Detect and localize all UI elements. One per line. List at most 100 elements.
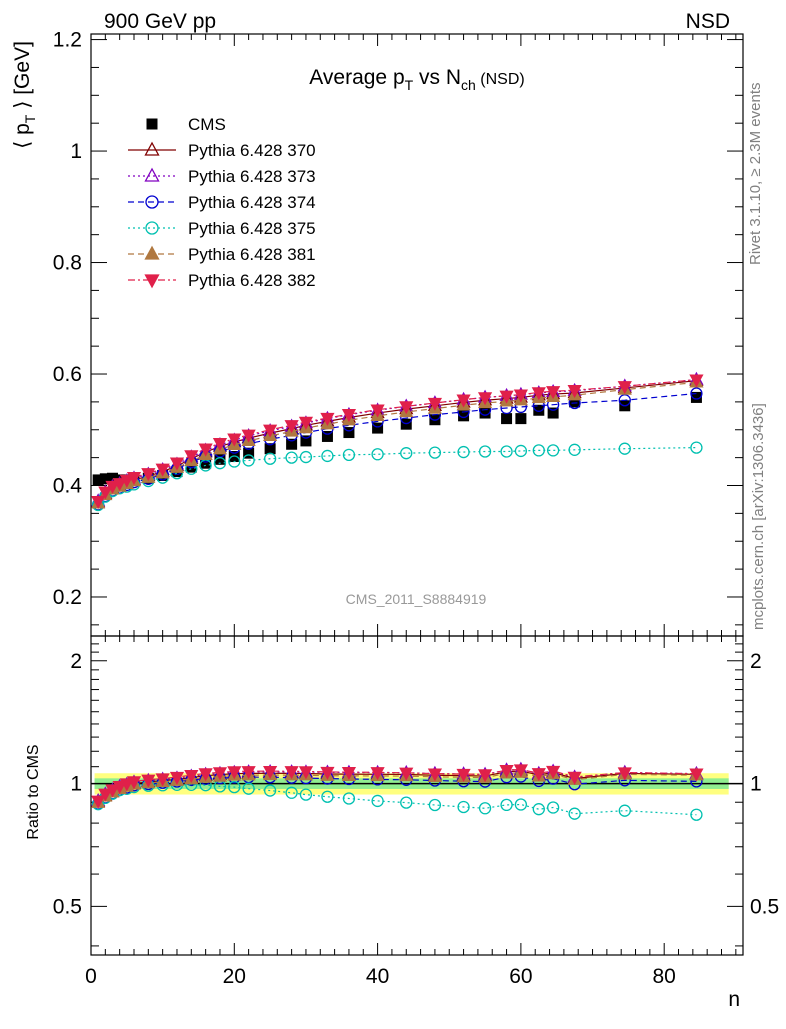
- upper-y-axis-label: ⟨ pT ⟩ [GeV]: [11, 41, 38, 149]
- data-point: [428, 446, 442, 459]
- ratio-point: [371, 794, 384, 808]
- ratio-point: [341, 766, 357, 780]
- data-point: [98, 486, 113, 500]
- x-tick-label: 40: [366, 965, 389, 988]
- data-point: [198, 443, 213, 457]
- data-point: [500, 445, 513, 458]
- ratio-point: [198, 768, 213, 782]
- legend-label: Pythia 6.428 374: [188, 193, 316, 212]
- ylabel-part-a: ⟨ p: [11, 123, 34, 149]
- data-point: [569, 396, 581, 408]
- data-point: [479, 407, 491, 419]
- data-point: [371, 448, 384, 461]
- ratio-point: [400, 796, 413, 809]
- data-point: [456, 394, 471, 408]
- legend-label: Pythia 6.428 375: [188, 219, 316, 238]
- ratio-point: [456, 768, 471, 782]
- data-point: [241, 429, 256, 443]
- data-point: [370, 404, 385, 418]
- legend-label: Pythia 6.428 373: [188, 167, 316, 186]
- ratio-point: [227, 766, 242, 780]
- data-point: [342, 448, 356, 461]
- ratio-point: [514, 798, 528, 811]
- analysis-label: CMS_2011_S8884919: [346, 591, 487, 607]
- data-point: [513, 389, 528, 403]
- data-point: [184, 450, 199, 464]
- lower-y-tick-label: 0.5: [53, 895, 82, 918]
- lower-panel: 0 20 40 60 80 0.5 0.5 1 1 2 2: [53, 635, 779, 988]
- data-point: [263, 424, 278, 438]
- ratio-point: [91, 795, 106, 809]
- data-point: [155, 463, 170, 477]
- ylabel-sub: T: [22, 114, 38, 123]
- data-point: [227, 433, 242, 447]
- chart-title: Average pT vs Nch (NSD): [309, 66, 524, 93]
- x-tick-label: 0: [85, 965, 97, 988]
- ratio-point: [155, 773, 170, 787]
- ratio-point: [342, 792, 356, 805]
- data-point: [99, 473, 111, 485]
- data-point: [214, 453, 226, 465]
- ratio-point: [499, 764, 514, 778]
- data-point: [284, 420, 299, 434]
- data-point: [169, 457, 185, 471]
- legend-marker: [144, 141, 160, 156]
- data-point: [567, 385, 582, 399]
- ratio-point: [320, 766, 335, 780]
- title-part-c: (NSD): [476, 71, 525, 88]
- legend-marker: [145, 195, 159, 209]
- ratio-point: [478, 802, 492, 815]
- upper-y-tick-label: 0.6: [53, 363, 82, 386]
- ratio-point: [617, 767, 632, 781]
- data-point: [119, 474, 134, 488]
- title-part-b: vs N: [413, 66, 461, 89]
- title-sub-a: T: [405, 77, 414, 93]
- lower-y-tick-label: 1: [70, 773, 82, 796]
- data-point: [286, 438, 298, 450]
- header-left-label: 900 GeV pp: [104, 10, 216, 33]
- ratio-point: [241, 766, 256, 780]
- ratio-point: [285, 786, 298, 799]
- ratio-point: [126, 776, 142, 790]
- ratio-point: [169, 771, 185, 785]
- data-point: [501, 413, 513, 425]
- data-point: [300, 435, 312, 447]
- data-point: [242, 454, 255, 467]
- data-point: [532, 444, 545, 457]
- data-point: [228, 455, 241, 468]
- ratio-point: [98, 788, 113, 802]
- mcplots-label: mcplots.cern.ch [arXiv:1306.3436]: [750, 403, 767, 630]
- ratio-point: [477, 769, 493, 783]
- ratio-point: [212, 767, 228, 781]
- ratio-point: [568, 807, 581, 820]
- ratio-point: [500, 798, 513, 812]
- data-point: [531, 387, 546, 401]
- legend-label: CMS: [188, 115, 226, 134]
- legend-label: Pythia 6.428 370: [188, 141, 316, 160]
- upper-y-tick-label: 0.4: [53, 475, 83, 498]
- ratio-point: [112, 781, 127, 795]
- ratio-point: [141, 774, 156, 788]
- legend-marker: [146, 118, 158, 130]
- data-point: [499, 390, 514, 404]
- data-point: [299, 450, 313, 464]
- data-point: [514, 444, 528, 458]
- data-point: [105, 480, 120, 494]
- data-point: [92, 474, 104, 486]
- ratio-point: [242, 782, 255, 795]
- data-point: [106, 472, 118, 484]
- ratio-point: [689, 768, 704, 782]
- upper-y-tick-label: 1: [70, 140, 82, 163]
- upper-y-tick-label: 0.8: [53, 252, 82, 275]
- header-right-label: NSD: [686, 10, 730, 33]
- ratio-point: [513, 764, 528, 778]
- legend-label: Pythia 6.428 382: [188, 271, 316, 290]
- legend-label: Pythia 6.428 381: [188, 245, 316, 264]
- data-point: [126, 471, 142, 485]
- data-point: [427, 397, 443, 411]
- upper-y-tick-label: 1.2: [53, 29, 82, 52]
- ratio-point: [119, 778, 134, 792]
- legend-entry: Pythia 6.428 381: [128, 245, 316, 264]
- lower-y-tick-label: 2: [70, 650, 82, 673]
